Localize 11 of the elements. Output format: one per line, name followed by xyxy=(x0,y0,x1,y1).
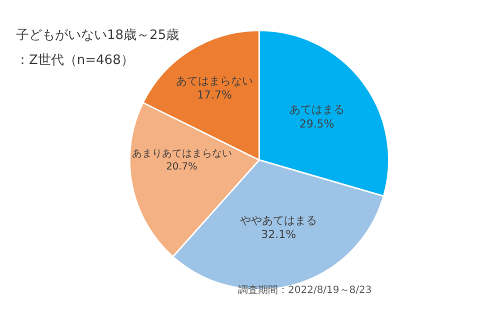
slice-label: あまりあてはまらない xyxy=(132,148,232,160)
chart-title: 子どもがいない18歳～25歳 xyxy=(16,28,180,43)
slice-label: ややあてはまる xyxy=(240,214,318,227)
text: 調査期間：2022/8/19～8/23 xyxy=(238,284,372,296)
slice-label: あてはまらない xyxy=(176,74,253,88)
slice-label: あてはまる xyxy=(289,103,344,116)
data-label: 20.7% xyxy=(166,162,198,173)
data-label: 32.1% xyxy=(261,228,296,242)
data-label: 17.7% xyxy=(196,88,232,102)
data-label: 29.5% xyxy=(299,117,334,130)
text: ：Z世代（n=468） xyxy=(16,53,134,68)
